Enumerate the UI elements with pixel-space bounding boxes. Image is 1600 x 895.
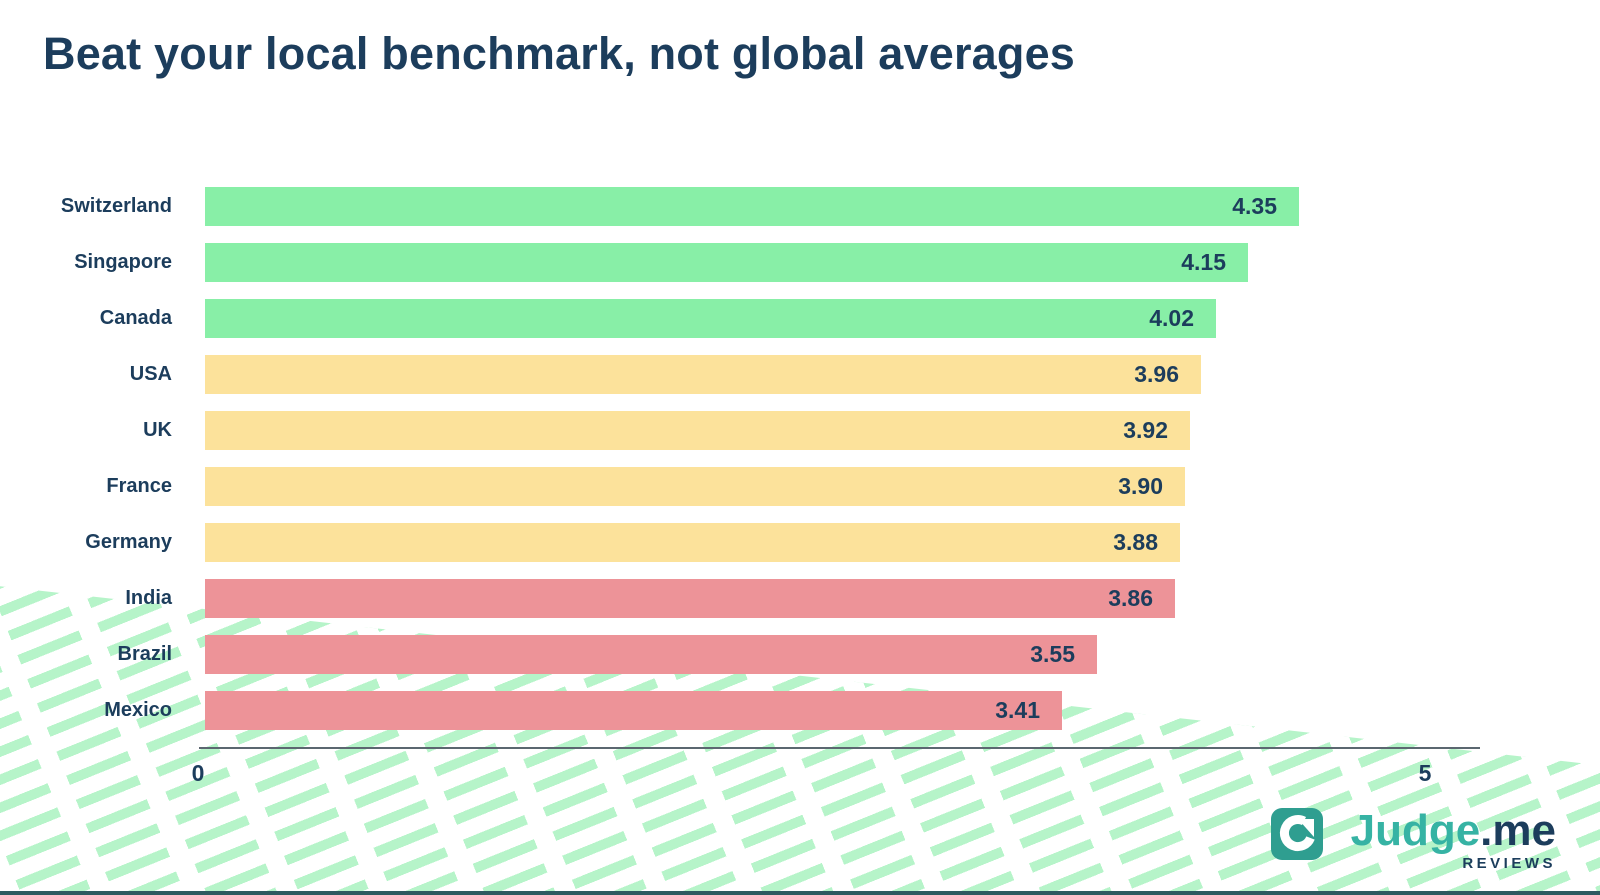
bar-row: Brazil 3.55 [0, 635, 1600, 674]
bar-row: France 3.90 [0, 467, 1600, 506]
category-label: USA [129, 363, 172, 385]
bar-row: Singapore 4.15 [0, 243, 1600, 282]
x-axis-line [199, 747, 1480, 749]
value-label: 3.96 [1134, 361, 1179, 387]
value-label: 3.90 [1118, 473, 1163, 499]
category-label: Brazil [117, 643, 172, 665]
category-label: Canada [99, 307, 172, 329]
bar: 4.02 [205, 299, 1216, 338]
bar: 4.15 [205, 243, 1248, 282]
category-label: Switzerland [60, 195, 172, 217]
bar: 3.86 [205, 579, 1175, 618]
value-label: 3.41 [995, 697, 1040, 723]
bar: 4.35 [205, 187, 1299, 226]
category-label: India [125, 587, 172, 609]
judgeme-check-icon [1271, 808, 1323, 860]
bar-row: Mexico 3.41 [0, 691, 1600, 730]
category-label: Germany [85, 531, 172, 553]
bar-row: India 3.86 [0, 579, 1600, 618]
logo-tagline-text: REVIEWS [1462, 855, 1556, 872]
logo-brand-text: Judge [1350, 806, 1481, 855]
bar-row: UK 3.92 [0, 411, 1600, 450]
x-tick-zero: 0 [191, 760, 205, 786]
bar: 3.88 [205, 523, 1180, 562]
chart-title: Beat your local benchmark, not global av… [43, 28, 1076, 79]
bar: 3.92 [205, 411, 1190, 450]
value-label: 4.02 [1149, 305, 1194, 331]
bar-row: USA 3.96 [0, 355, 1600, 394]
x-tick-max: 5 [1418, 760, 1432, 786]
bar: 3.96 [205, 355, 1201, 394]
judgeme-logo: Judge.me REVIEWS [1271, 808, 1556, 872]
value-label: 4.15 [1181, 249, 1226, 275]
logo-suffix-text: .me [1480, 806, 1556, 855]
category-label: France [106, 475, 172, 497]
judgeme-wordmark: Judge.me REVIEWS [1341, 806, 1556, 873]
category-label: UK [143, 419, 172, 441]
bar: 3.41 [205, 691, 1062, 730]
value-label: 3.88 [1113, 529, 1158, 555]
value-label: 3.55 [1030, 641, 1075, 667]
value-label: 3.86 [1108, 585, 1153, 611]
value-label: 4.35 [1232, 193, 1277, 219]
bar: 3.55 [205, 635, 1097, 674]
category-label: Singapore [74, 251, 172, 273]
bar: 3.90 [205, 467, 1185, 506]
bottom-edge-strip [0, 891, 1600, 895]
category-label: Mexico [104, 699, 172, 721]
value-label: 3.92 [1123, 417, 1168, 443]
bar-row: Switzerland 4.35 [0, 187, 1600, 226]
bar-row: Canada 4.02 [0, 299, 1600, 338]
bar-row: Germany 3.88 [0, 523, 1600, 562]
